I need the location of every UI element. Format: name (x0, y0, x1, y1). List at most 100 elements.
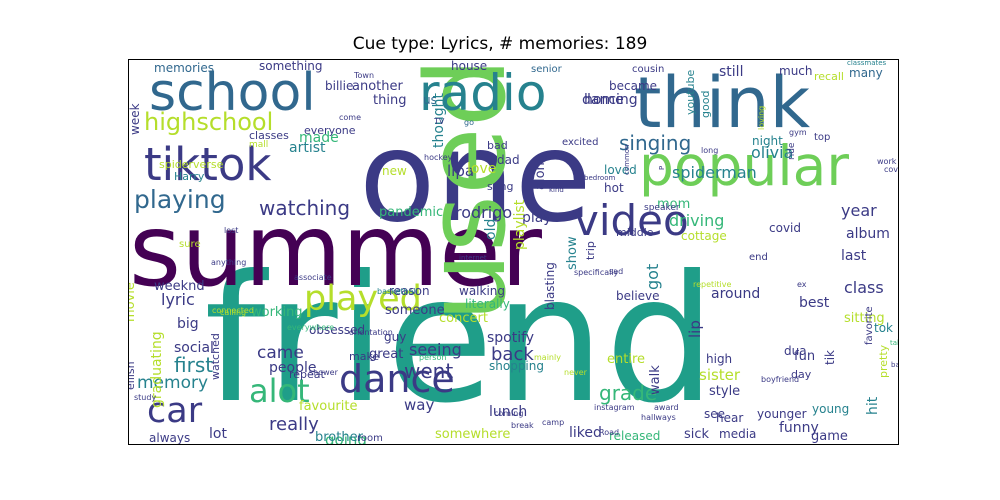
word-190: never (564, 368, 588, 377)
word-30: rodrigo (455, 203, 512, 222)
word-59: dad (497, 153, 520, 167)
word-138: spiderverse (159, 158, 224, 171)
word-126: shopping (489, 359, 544, 373)
word-145: top (814, 132, 830, 143)
word-39: house (451, 60, 487, 73)
word-27: class (844, 278, 884, 297)
word-53: us (423, 93, 437, 107)
word-85: big (177, 316, 199, 332)
word-54: everyone (304, 124, 356, 137)
word-98: lot (209, 426, 227, 442)
word-84: movie (129, 282, 138, 322)
word-160: break (511, 421, 534, 430)
word-179: long (701, 146, 718, 155)
word-68: middle (616, 226, 654, 239)
word-112: high (706, 352, 732, 366)
word-7: tiktok (144, 138, 271, 191)
word-3: used (402, 60, 530, 322)
word-166: everywhere (287, 323, 334, 332)
word-49: another (352, 79, 403, 94)
word-117: hear (716, 411, 743, 425)
word-156: instagram (594, 403, 635, 412)
word-181: common (623, 145, 631, 176)
word-174: Town (353, 71, 374, 80)
word-183: internet (459, 254, 487, 262)
word-191: P (658, 166, 666, 170)
word-87: working (251, 305, 303, 320)
chart-title: Cue type: Lyrics, # memories: 189 (352, 34, 648, 54)
word-90: concert (439, 311, 488, 326)
word-147: excited (562, 137, 598, 148)
word-11: dance (339, 357, 455, 401)
word-48: made (299, 130, 339, 146)
word-173: shower (309, 368, 339, 377)
word-86: social (174, 340, 214, 356)
word-17: singing (619, 131, 691, 155)
word-92: believe (616, 289, 660, 303)
word-159: Road (599, 428, 619, 437)
word-23: spiderman (672, 163, 757, 182)
word-172: study (134, 393, 156, 402)
word-34: spotify (487, 330, 534, 346)
word-178: gym (789, 128, 807, 137)
word-15: highschool (144, 108, 273, 136)
word-67: pandemic (379, 205, 443, 220)
word-9: video (574, 196, 689, 245)
word-65: loved (604, 163, 637, 177)
word-70: old (483, 219, 499, 240)
word-177: loving (757, 106, 766, 130)
word-168: associate (294, 273, 332, 282)
word-170: connected (212, 306, 254, 315)
word-0: friend (204, 239, 716, 442)
word-111: style (709, 384, 740, 399)
word-167: basketball (377, 287, 418, 296)
word-83: weeknd (154, 279, 205, 294)
word-150: hockey (424, 153, 453, 162)
word-139: Harry (174, 170, 205, 183)
word-131: literally (465, 297, 510, 311)
word-37: something (259, 60, 323, 73)
word-58: thought (431, 92, 447, 148)
word-55: classes (249, 129, 289, 142)
word-187: bar (891, 361, 899, 369)
word-45: many (849, 66, 883, 80)
word-25: year (841, 201, 877, 220)
word-161: camp (542, 418, 564, 427)
word-119: see (704, 407, 725, 421)
word-110: sister (699, 366, 741, 384)
word-186: table (890, 339, 899, 347)
word-88: people (269, 360, 316, 376)
word-146: ride (787, 142, 797, 160)
word-127: walk (648, 365, 663, 395)
word-151: specifically (574, 268, 619, 277)
word-26: driving (669, 211, 724, 230)
word-143: youtube (684, 70, 697, 115)
word-132: along (533, 154, 548, 190)
word-123: favorite (864, 306, 875, 345)
word-128: reason (389, 284, 430, 298)
word-113: fun (794, 349, 815, 364)
word-109: game (811, 429, 848, 444)
word-100: brother (315, 430, 364, 445)
word-10: played (304, 279, 422, 319)
word-69: play (522, 210, 552, 226)
word-134: graduating (149, 331, 165, 408)
word-64: night (752, 134, 783, 148)
word-120: lip (686, 320, 704, 338)
word-94: great (369, 347, 403, 362)
word-4: think (634, 62, 811, 144)
word-129: blasting (543, 262, 557, 310)
word-96: way (404, 396, 434, 414)
word-6: radio (419, 64, 546, 122)
word-103: lunch (489, 404, 527, 420)
word-115: dua (784, 344, 807, 358)
word-184: repetitive (693, 280, 731, 289)
word-35: dancing (582, 92, 638, 108)
word-75: cottage (681, 229, 727, 243)
word-2: summer (129, 192, 543, 309)
word-1: one (359, 105, 592, 250)
word-189: lost (224, 226, 238, 235)
word-13: alot (249, 372, 310, 410)
word-40: senior (531, 64, 563, 75)
